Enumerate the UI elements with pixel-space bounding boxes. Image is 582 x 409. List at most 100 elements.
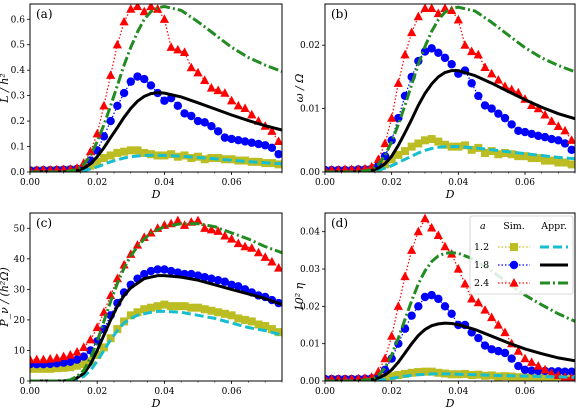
sim-point [73, 361, 82, 370]
sim-point [247, 317, 256, 326]
sim-series-a-1-8 [325, 290, 575, 381]
sim-point [66, 363, 75, 372]
sim-point [240, 137, 250, 146]
sim-point [393, 78, 403, 87]
sim-point [527, 357, 537, 366]
sim-point [146, 81, 156, 90]
sim-point [85, 146, 96, 156]
sim-point [480, 341, 490, 350]
sim-point [200, 305, 209, 314]
sim-point [92, 322, 102, 332]
sim-line [325, 294, 572, 380]
sim-point [66, 357, 75, 366]
sim-point [99, 100, 109, 110]
legend-row-a-1-8: 1.8 [474, 260, 568, 271]
sim-point [227, 233, 237, 243]
legend-sim-marker [509, 278, 519, 287]
sim-point [427, 135, 436, 144]
sim-point [540, 132, 550, 142]
sim-point [381, 373, 389, 381]
sim-point [227, 280, 236, 289]
sim-point [401, 369, 409, 378]
x-tick-label: 0.06 [222, 387, 242, 397]
sim-point [30, 165, 34, 172]
sim-point [99, 307, 109, 316]
sim-point [267, 126, 277, 135]
sim-point [427, 290, 436, 300]
appr-line-a-2-4 [325, 5, 575, 172]
sim-point [59, 164, 68, 172]
sim-point [79, 360, 88, 369]
sim-point [527, 129, 536, 139]
x-axis-label: D [445, 188, 455, 201]
sim-point [507, 354, 516, 363]
sim-point [59, 358, 68, 367]
legend-sim-marker [509, 260, 519, 270]
y-tick-label: 0.6 [11, 15, 26, 25]
sim-point [173, 215, 183, 225]
sim-point [220, 133, 230, 142]
sim-point [453, 14, 463, 24]
panel-a: 0.00 0.02 0.04 0.06 0.0 0.1 0.2 0.3 0.4 0.5 0.6 D L … [0, 3, 283, 201]
sim-point [220, 277, 230, 286]
sim-point [434, 368, 443, 377]
sim-point [487, 345, 496, 354]
sim-point [45, 354, 55, 363]
sim-point [93, 157, 102, 166]
y-tick-label: 0.5 [11, 41, 26, 51]
sim-point [427, 44, 436, 53]
sim-point [441, 140, 449, 149]
sim-point [401, 147, 409, 156]
y-tick-label: 0.01 [300, 340, 320, 350]
sim-point [414, 368, 423, 377]
x-tick-label: 0.04 [448, 178, 468, 188]
legend-row-label: 1.2 [474, 242, 489, 253]
sim-point [267, 159, 276, 168]
y-tick-label: 0.02 [300, 41, 320, 51]
sim-point [547, 116, 557, 125]
y-tick-label: 0.2 [11, 117, 25, 127]
sim-point [394, 371, 403, 380]
sim-point [327, 165, 336, 172]
sim-point [120, 147, 129, 156]
y-tick-label: 20 [14, 316, 26, 326]
x-tick-label: 0.06 [515, 387, 535, 397]
sim-point [481, 148, 489, 157]
x-tick-label: 0.06 [222, 178, 242, 188]
sim-point [146, 266, 156, 276]
sim-point [380, 138, 390, 148]
sim-point [274, 149, 282, 159]
sim-point [567, 145, 575, 155]
sim-point [407, 27, 417, 37]
legend-box [469, 215, 574, 295]
sim-point [554, 136, 563, 145]
y-axis-label: ω / Ω [293, 74, 306, 103]
sim-point [541, 156, 549, 165]
sim-point [139, 6, 149, 16]
sim-point [440, 53, 450, 63]
y-tick-label: 0.02 [300, 302, 320, 312]
sim-point [99, 154, 108, 162]
sim-point [514, 373, 523, 381]
sim-point [207, 274, 216, 283]
sim-point [274, 328, 282, 337]
sim-point [206, 83, 217, 92]
sim-point [52, 364, 61, 373]
legend-row-a-2-4: 2.4 [474, 278, 568, 289]
sim-point [507, 120, 516, 129]
sim-point [106, 334, 115, 343]
sim-line [30, 5, 280, 171]
sim-point [247, 109, 257, 119]
sim-point [85, 334, 96, 344]
sim-point [434, 137, 443, 146]
sim-point [494, 109, 503, 118]
sim-point [467, 46, 477, 56]
sim-point [521, 152, 529, 161]
sim-point [193, 67, 203, 77]
sim-point [527, 366, 536, 375]
sim-point [234, 135, 243, 145]
sim-point [413, 11, 423, 21]
sim-point [106, 70, 116, 79]
sim-point [92, 128, 102, 138]
sim-point [567, 367, 575, 376]
